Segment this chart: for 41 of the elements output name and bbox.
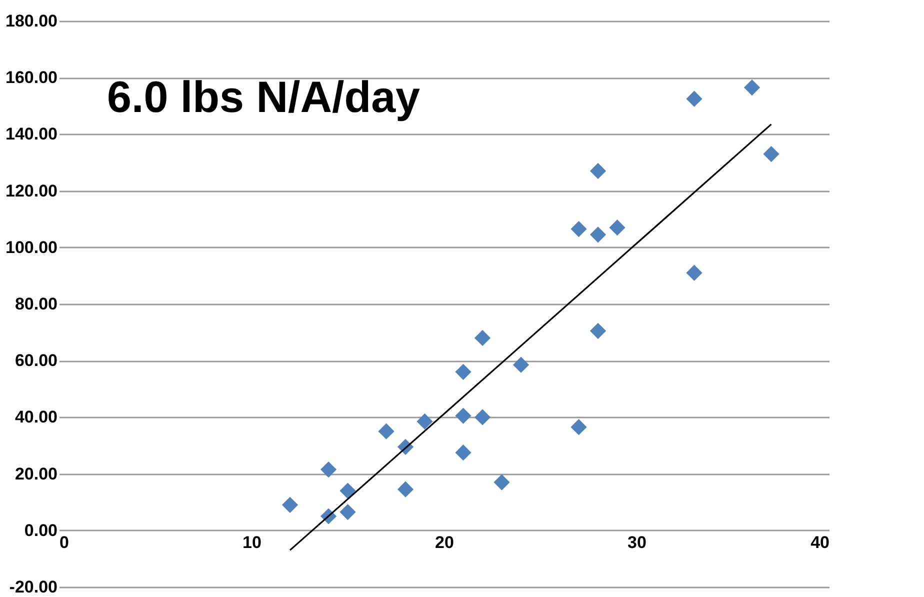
point bbox=[570, 419, 587, 436]
point bbox=[494, 474, 510, 490]
y-tick-label: -20.00 bbox=[9, 578, 58, 596]
y-tick-label: 20.00 bbox=[14, 464, 58, 484]
x-tick-label: 10 bbox=[242, 532, 262, 552]
annotation: 6.0 lbs N/A/day bbox=[107, 73, 421, 122]
point bbox=[282, 496, 298, 513]
y-tick-label: 180.00 bbox=[6, 12, 58, 30]
y-tick-label: 100.00 bbox=[6, 238, 58, 257]
point bbox=[590, 322, 606, 339]
point bbox=[686, 264, 702, 281]
x-tick-label: 40 bbox=[810, 532, 830, 552]
y-tick-label: 160.00 bbox=[6, 68, 58, 88]
y-tick-label: 0.00 bbox=[24, 520, 58, 540]
y-tick-label: 120.00 bbox=[6, 181, 58, 200]
y-tick-label: 140.00 bbox=[6, 124, 58, 144]
point bbox=[474, 330, 491, 346]
x-tick-label: 0 bbox=[60, 532, 69, 552]
point bbox=[744, 79, 760, 96]
point bbox=[590, 226, 606, 243]
point bbox=[512, 356, 530, 373]
point bbox=[416, 413, 433, 430]
point bbox=[609, 220, 626, 236]
point bbox=[320, 461, 337, 478]
point bbox=[340, 504, 356, 520]
point bbox=[340, 482, 356, 499]
point bbox=[397, 481, 414, 498]
point bbox=[686, 90, 702, 107]
point bbox=[378, 423, 394, 440]
point bbox=[474, 409, 491, 426]
y-tick-label: 40.00 bbox=[14, 408, 58, 427]
point bbox=[570, 220, 587, 238]
point bbox=[455, 408, 472, 424]
y-tick-label: 80.00 bbox=[14, 294, 58, 314]
point bbox=[455, 444, 472, 461]
x-tick-label: 30 bbox=[628, 532, 646, 552]
point bbox=[455, 364, 472, 380]
x-tick-label: 20 bbox=[435, 532, 454, 552]
y-tick-label: 60.00 bbox=[14, 351, 58, 370]
point bbox=[590, 162, 606, 180]
point bbox=[763, 146, 780, 162]
